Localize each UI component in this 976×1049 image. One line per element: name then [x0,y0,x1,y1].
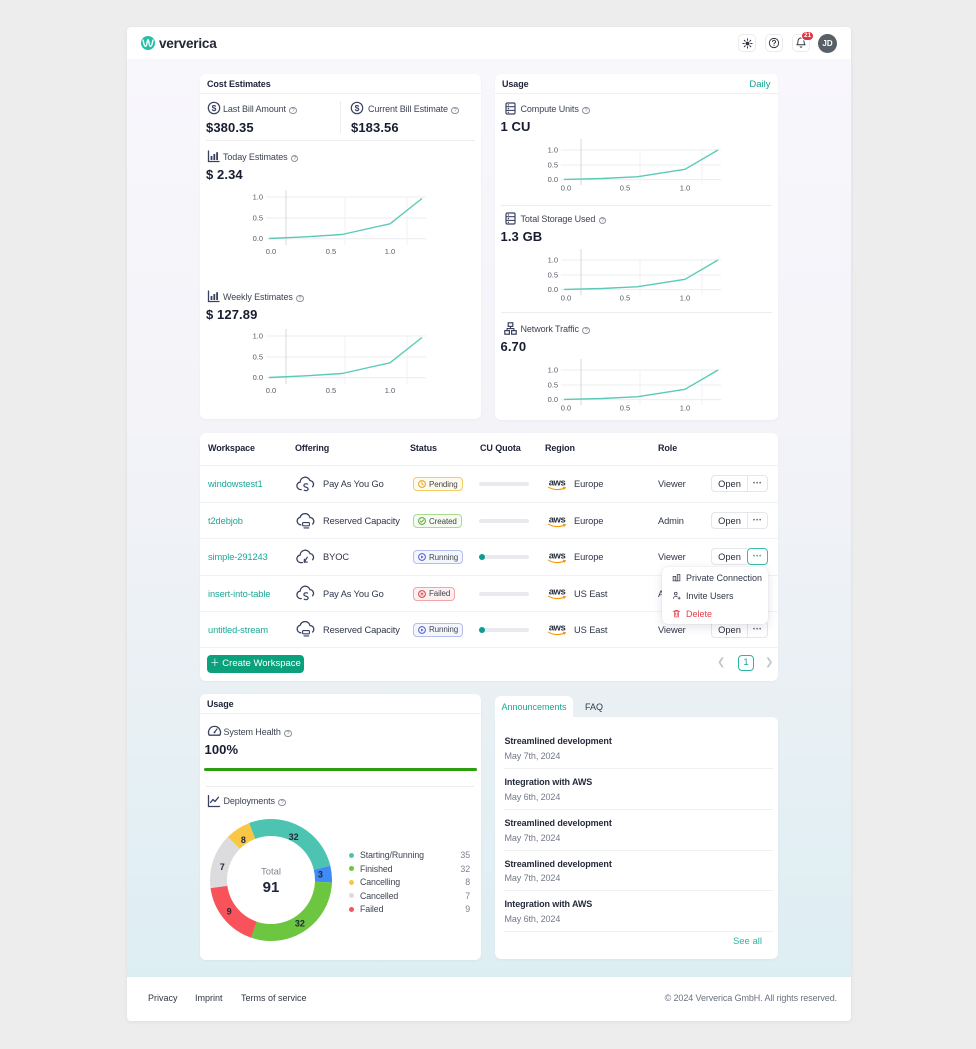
svg-text:91: 91 [263,879,280,896]
svg-text:$: $ [355,103,360,113]
svg-text:0.5: 0.5 [620,404,630,413]
svg-text:0.0: 0.0 [266,247,276,256]
svg-text:3: 3 [318,870,323,880]
svg-text:aws: aws [549,623,566,634]
svg-text:0.5: 0.5 [253,353,263,362]
svg-text:0.5: 0.5 [548,271,558,280]
svg-text:1.0: 1.0 [680,404,690,413]
svg-text:1.0: 1.0 [680,184,690,193]
svg-text:1.0: 1.0 [253,193,263,202]
svg-text:Total: Total [261,867,281,878]
svg-text:0.0: 0.0 [548,285,558,294]
svg-text:0.5: 0.5 [253,214,263,223]
svg-text:aws: aws [549,477,566,488]
svg-text:0.0: 0.0 [548,175,558,184]
svg-text:8: 8 [241,835,246,845]
svg-text:0.0: 0.0 [561,184,571,193]
svg-text:0.5: 0.5 [326,386,336,395]
svg-text:0.5: 0.5 [620,294,630,303]
svg-text:9: 9 [227,907,232,917]
svg-text:0.0: 0.0 [253,373,263,382]
svg-text:1.0: 1.0 [548,146,558,155]
svg-text:1.0: 1.0 [548,366,558,375]
svg-text:0.5: 0.5 [326,247,336,256]
svg-text:0.0: 0.0 [266,386,276,395]
svg-text:1.0: 1.0 [680,294,690,303]
svg-text:0.0: 0.0 [561,404,571,413]
svg-text:32: 32 [289,832,299,842]
svg-text:0.0: 0.0 [253,234,263,243]
svg-text:0.5: 0.5 [548,381,558,390]
svg-text:0.5: 0.5 [548,161,558,170]
svg-text:aws: aws [549,587,566,598]
svg-text:aws: aws [549,514,566,525]
svg-text:0.5: 0.5 [620,184,630,193]
svg-text:1.0: 1.0 [253,332,263,341]
svg-text:32: 32 [295,919,305,929]
svg-text:1.0: 1.0 [548,256,558,265]
svg-text:1.0: 1.0 [385,386,395,395]
svg-text:aws: aws [549,550,566,561]
svg-text:0.0: 0.0 [548,395,558,404]
svg-text:$: $ [212,103,217,113]
svg-text:0.0: 0.0 [561,294,571,303]
svg-text:1.0: 1.0 [385,247,395,256]
svg-text:7: 7 [220,862,225,872]
